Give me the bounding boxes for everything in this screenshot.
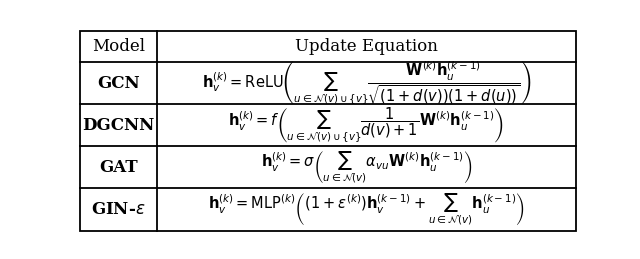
Text: $\mathbf{h}_v^{(k)} = \mathrm{MLP}^{(k)}\left(\left(1+\epsilon^{(k)}\right)\math: $\mathbf{h}_v^{(k)} = \mathrm{MLP}^{(k)}… (208, 192, 525, 227)
Text: GAT: GAT (99, 159, 138, 176)
Text: GIN-$\epsilon$: GIN-$\epsilon$ (92, 201, 146, 218)
Text: DGCNN: DGCNN (83, 117, 155, 134)
Text: $\mathbf{h}_v^{(k)} = \mathrm{ReLU}\left(\sum_{u\in\mathcal{N}(v)\cup\{v\}} \dfr: $\mathbf{h}_v^{(k)} = \mathrm{ReLU}\left… (202, 59, 531, 107)
Text: $\mathbf{h}_v^{(k)} = f\left(\sum_{u\in\mathcal{N}(v)\cup\{v\}} \dfrac{1}{d(v)+1: $\mathbf{h}_v^{(k)} = f\left(\sum_{u\in\… (228, 105, 504, 145)
Text: Update Equation: Update Equation (295, 38, 438, 55)
Text: $\mathbf{h}_v^{(k)} = \sigma\left(\sum_{u\in\mathcal{N}(v)} \alpha_{vu}\mathbf{W: $\mathbf{h}_v^{(k)} = \sigma\left(\sum_{… (260, 149, 472, 185)
Text: Model: Model (92, 38, 145, 55)
Text: GCN: GCN (97, 75, 140, 91)
